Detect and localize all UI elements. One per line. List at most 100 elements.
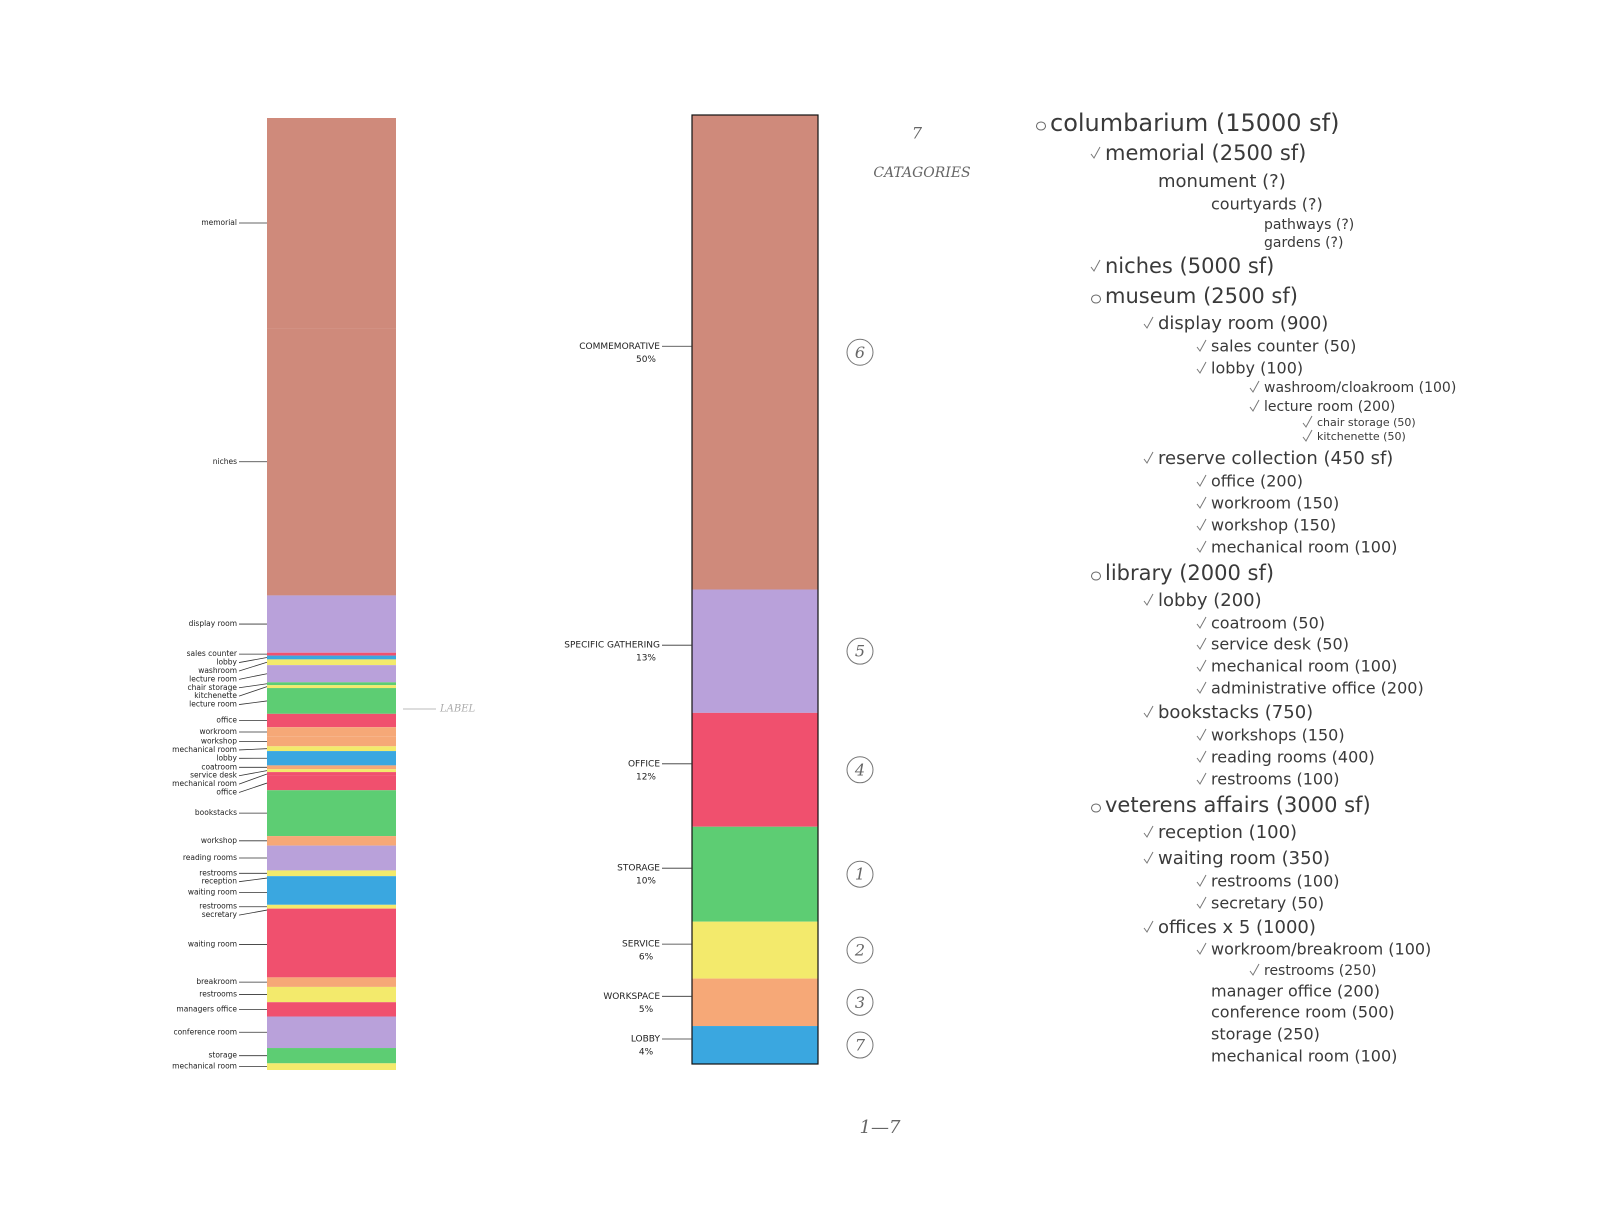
- label-leader: [238, 683, 268, 689]
- segment-label: storage: [209, 1051, 238, 1060]
- segment-label: SERVICE: [622, 940, 660, 950]
- check-mark: [1249, 380, 1260, 393]
- annotation-circle: [846, 637, 874, 665]
- segment-percent: 5%: [639, 1005, 654, 1015]
- segment-label: reading rooms: [183, 853, 237, 862]
- check-mark: [1196, 361, 1207, 374]
- check-mark: [1196, 942, 1207, 955]
- segment-label: lecture room: [189, 674, 237, 683]
- program-item: kitchenette (50): [1317, 430, 1406, 443]
- bar-segment: [692, 978, 818, 1027]
- segment-percent: 12%: [636, 772, 656, 782]
- segment-label: restrooms: [199, 990, 237, 999]
- label-leader: [238, 700, 268, 705]
- segment-label: bookstacks: [195, 808, 237, 817]
- bar-segment: [267, 118, 396, 329]
- label-leader: [238, 782, 268, 793]
- segment-label: coatroom: [201, 762, 237, 771]
- program-item: workroom (150): [1211, 494, 1339, 513]
- segment-label: display room: [189, 619, 237, 628]
- annotation: 4: [854, 760, 865, 779]
- check-mark: [1143, 920, 1154, 933]
- annotation: 1: [855, 865, 865, 884]
- segment-label: restrooms: [199, 902, 237, 911]
- check-mark: [1090, 259, 1101, 272]
- program-item: niches (5000 sf): [1105, 254, 1274, 278]
- program-item: lecture room (200): [1264, 399, 1395, 415]
- circle-mark: [1036, 121, 1046, 131]
- bar-segment: [692, 1026, 818, 1064]
- bar-segment: [267, 665, 396, 683]
- program-item: memorial (2500 sf): [1105, 141, 1306, 165]
- program-item: gardens (?): [1264, 235, 1343, 251]
- circle-mark: [1091, 571, 1101, 581]
- segment-percent: 13%: [636, 654, 656, 664]
- program-item: pathways (?): [1264, 217, 1354, 233]
- program-item: washroom/cloakroom (100): [1264, 380, 1456, 396]
- annotation-circle: [846, 756, 874, 784]
- annotation: 7: [855, 1036, 866, 1055]
- program-item: lobby (100): [1211, 359, 1303, 378]
- segment-label: office: [216, 716, 237, 725]
- check-mark: [1196, 728, 1207, 741]
- label-leader: [238, 748, 268, 751]
- bar-segment: [267, 977, 396, 987]
- bar-segment: [267, 727, 396, 737]
- program-item: mechanical room (100): [1211, 538, 1397, 557]
- segment-label: restrooms: [199, 868, 237, 877]
- check-mark: [1196, 681, 1207, 694]
- program-item: lobby (200): [1158, 590, 1262, 611]
- bar-segment: [267, 879, 396, 905]
- bar-outline: [691, 114, 819, 1065]
- check-mark: [1196, 659, 1207, 672]
- segment-label: kitchenette: [194, 691, 237, 700]
- program-item: reception (100): [1158, 822, 1297, 843]
- segment-label: mechanical room: [172, 1062, 237, 1071]
- bar-segment: [692, 589, 818, 713]
- bar-segment: [267, 836, 396, 846]
- bar-segment: [267, 876, 396, 880]
- segment-label: SPECIFIC GATHERING: [564, 641, 660, 651]
- program-item: courtyards (?): [1211, 195, 1323, 214]
- program-item: workshops (150): [1211, 726, 1345, 745]
- bar-segment: [267, 1002, 396, 1017]
- label-leader: [238, 909, 268, 916]
- segment-label: office: [216, 788, 237, 797]
- label-leader: [238, 657, 268, 663]
- annotation: 5: [855, 642, 865, 661]
- program-item: restrooms (250): [1264, 963, 1376, 979]
- bar-segment: [267, 1063, 396, 1070]
- program-item: sales counter (50): [1211, 337, 1356, 356]
- bar-segment: [267, 1048, 396, 1064]
- bar-segment: [267, 659, 396, 666]
- check-mark: [1302, 415, 1313, 428]
- program-item: service desk (50): [1211, 635, 1349, 654]
- segment-label: LOBBY: [631, 1035, 661, 1045]
- segment-label: WORKSPACE: [603, 992, 660, 1002]
- segment-label: lecture room: [189, 700, 237, 709]
- bar-segment: [267, 736, 396, 747]
- segment-label: workshop: [201, 836, 237, 845]
- bar-segment: [267, 688, 396, 714]
- check-mark: [1143, 705, 1154, 718]
- check-mark: [1196, 474, 1207, 487]
- bar-segment: [267, 751, 396, 766]
- bar-segment: [267, 845, 396, 871]
- segment-label: washroom: [198, 666, 237, 675]
- program-item: secretary (50): [1211, 894, 1324, 913]
- bar-segment: [267, 772, 396, 776]
- program-item: chair storage (50): [1317, 416, 1416, 429]
- annotation-circle: [846, 338, 874, 366]
- bar-segment: [692, 921, 818, 979]
- bar-segment: [267, 775, 396, 791]
- check-mark: [1249, 963, 1260, 976]
- bar-segment: [267, 986, 396, 1003]
- check-mark: [1196, 540, 1207, 553]
- program-item: veterens affairs (3000 sf): [1105, 793, 1371, 817]
- bar-segment: [267, 652, 396, 656]
- segment-label: memorial: [201, 218, 237, 227]
- check-mark: [1196, 637, 1207, 650]
- segment-label: sales counter: [187, 649, 238, 658]
- segment-label: STORAGE: [617, 864, 660, 874]
